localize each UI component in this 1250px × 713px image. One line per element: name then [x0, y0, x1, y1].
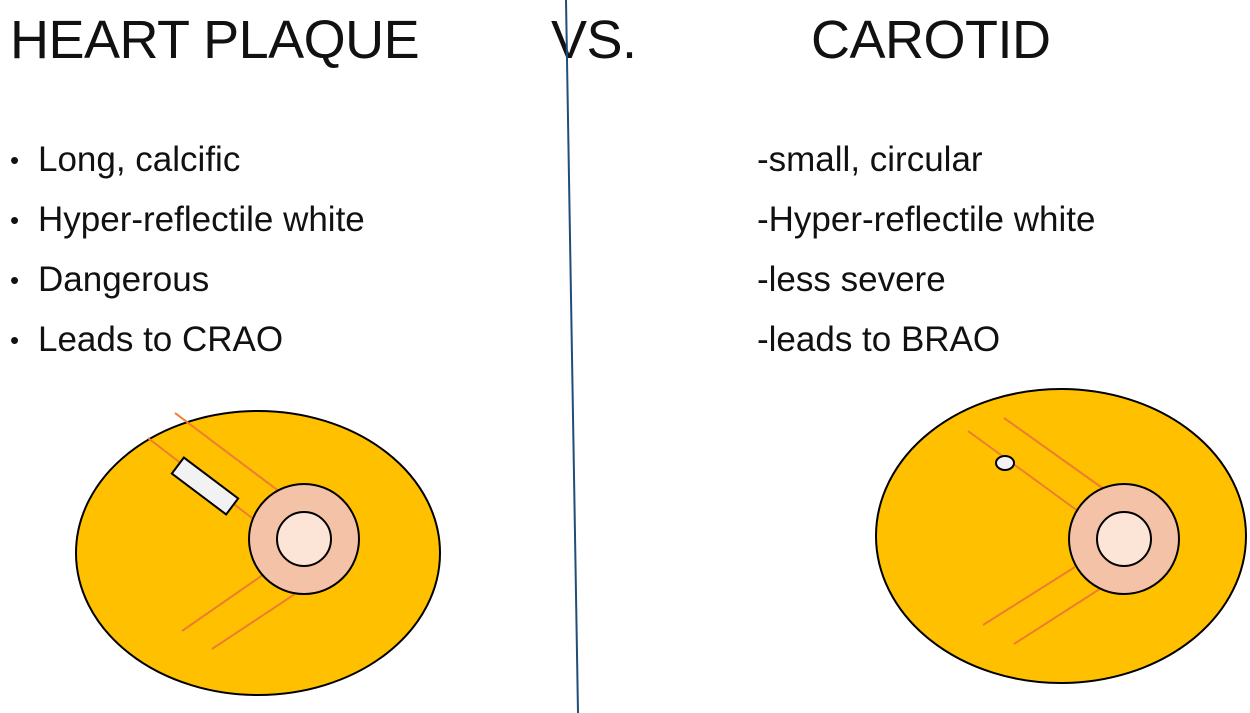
- vessel-upper-2: [967, 430, 1083, 515]
- list-item: -small, circular: [757, 140, 983, 179]
- bullet-icon: •: [10, 145, 20, 175]
- retina-right: [875, 388, 1247, 684]
- circular-plaque: [995, 455, 1015, 471]
- list-item: -Hyper-reflectile white: [757, 200, 1096, 239]
- vessel-lower-1: [181, 569, 271, 632]
- carotid-list: -small, circular -Hyper-reflectile white…: [757, 140, 1095, 380]
- title-heart-plaque: HEART PLAQUE: [10, 10, 420, 70]
- bullet-icon: •: [10, 205, 20, 235]
- bullet-icon: •: [10, 265, 20, 295]
- vessel-lower-2: [211, 589, 302, 650]
- vessel-lower-1: [982, 566, 1076, 626]
- vessel-upper-1: [174, 412, 281, 493]
- list-item: -leads to BRAO: [757, 320, 1001, 359]
- retina-diagram-with-circular-plaque-icon: [875, 388, 1247, 684]
- list-item: • Hyper-reflectile white: [10, 200, 365, 260]
- retina-diagram-with-long-plaque-icon: [75, 410, 441, 696]
- list-item: • Leads to CRAO: [10, 320, 365, 380]
- list-item: • Long, calcific: [10, 140, 365, 200]
- list-item-text: Dangerous: [38, 260, 210, 299]
- bullet-icon: •: [10, 325, 20, 355]
- optic-disc-inner-right: [1096, 511, 1152, 567]
- list-item-text: Leads to CRAO: [38, 320, 284, 359]
- vessel-lower-2: [1013, 584, 1107, 645]
- vessel-upper-1: [1003, 417, 1109, 493]
- title-carotid: CAROTID: [811, 10, 1051, 70]
- optic-disc-inner-left: [276, 511, 332, 567]
- list-item: • Dangerous: [10, 260, 365, 320]
- list-item-text: Hyper-reflectile white: [38, 200, 365, 239]
- list-item: -less severe: [757, 260, 946, 299]
- long-plaque: [170, 456, 240, 516]
- list-item-text: Long, calcific: [38, 140, 241, 179]
- heart-plaque-list: • Long, calcific • Hyper-reflectile white …: [10, 140, 365, 380]
